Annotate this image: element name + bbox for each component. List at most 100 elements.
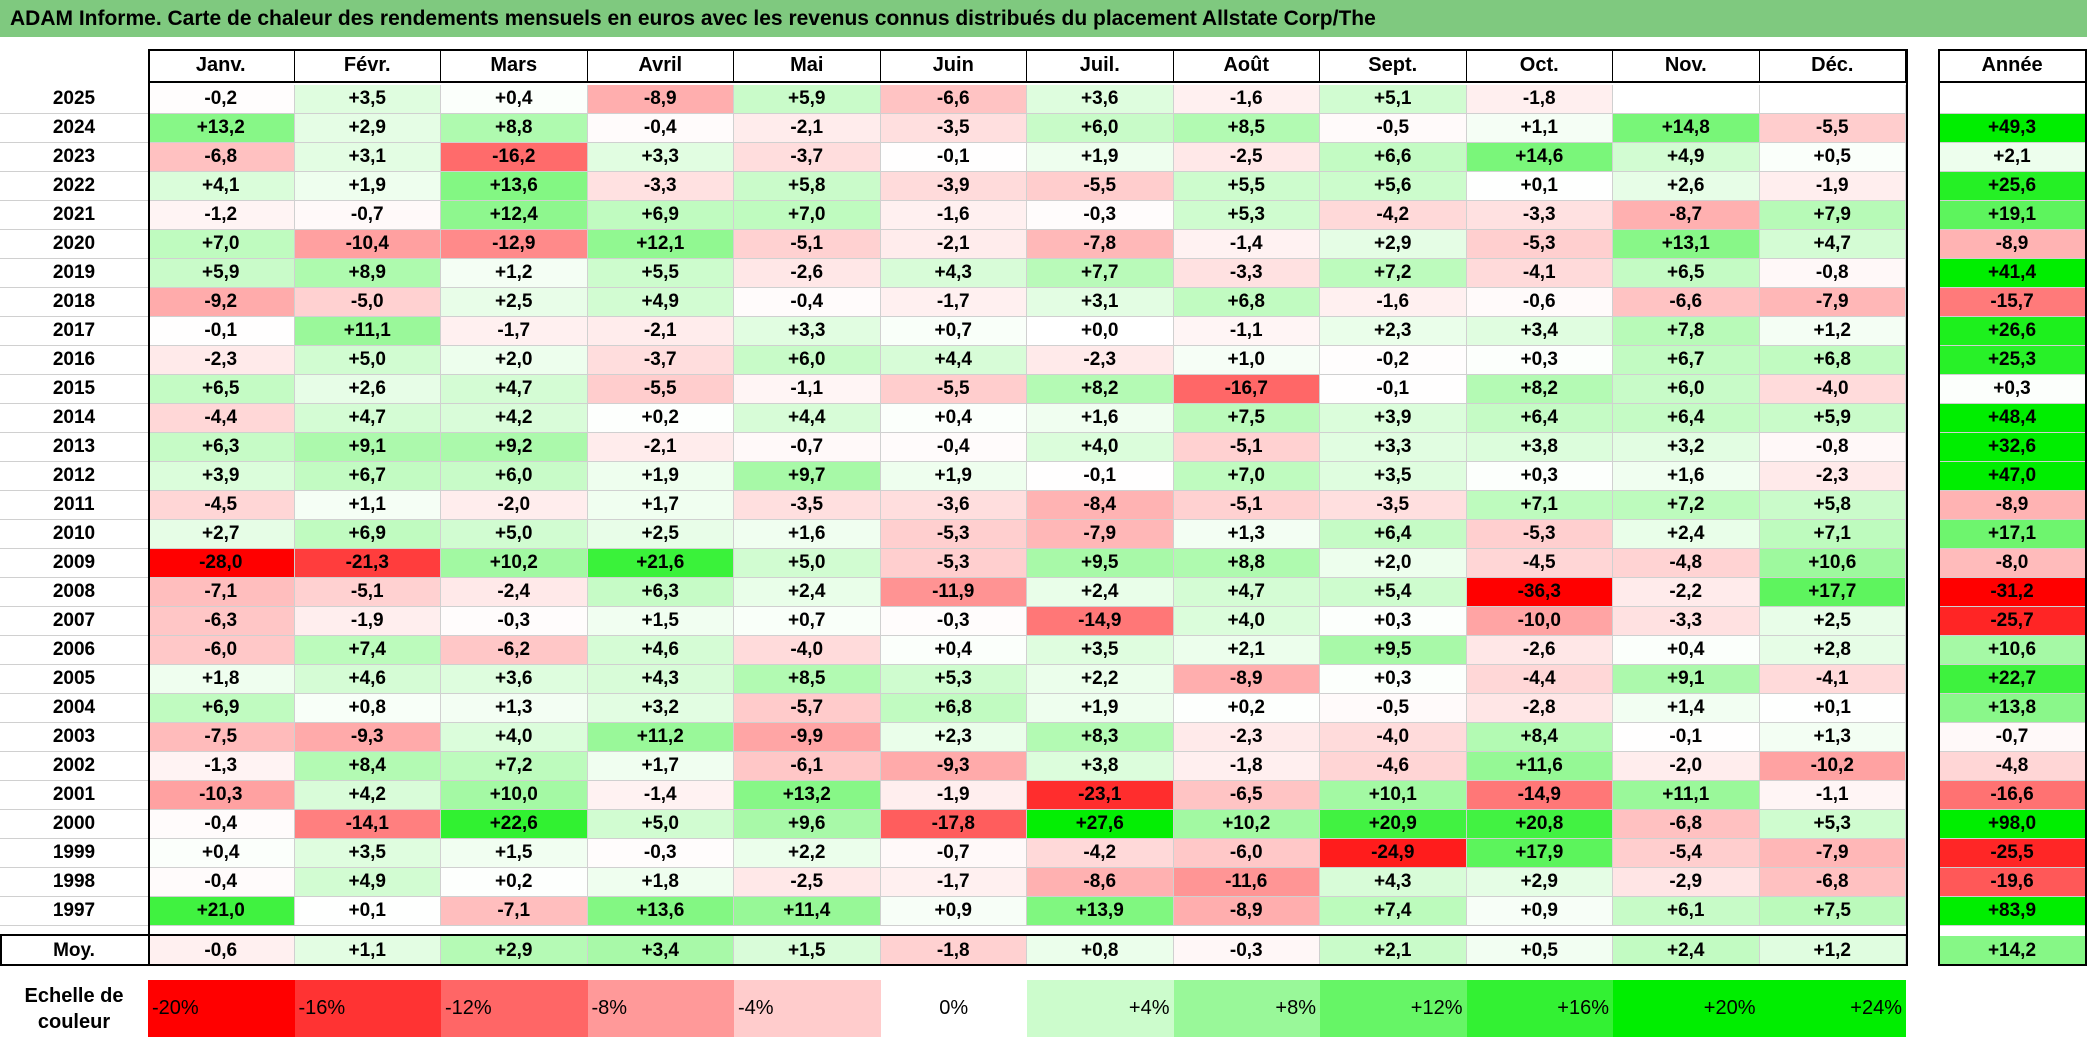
month-header: Mars [441, 49, 588, 83]
heatmap-cell: +7,2 [1320, 259, 1467, 288]
heatmap-cell: +4,9 [1613, 143, 1760, 172]
heatmap-cell: -8,6 [1027, 868, 1174, 897]
heatmap-cell: +8,8 [1173, 549, 1320, 578]
heatmap-cell: -3,5 [1320, 491, 1467, 520]
scale-cell: 0% [880, 980, 1027, 1037]
heatmap-cell: -0,4 [148, 810, 295, 839]
annual-cell: +25,3 [1938, 346, 2087, 375]
heatmap-cell: -0,3 [587, 839, 734, 868]
heatmap-cell: +14,8 [1613, 114, 1760, 143]
heatmap-cell: +13,6 [441, 172, 588, 201]
heatmap-cell: +1,6 [1027, 404, 1174, 433]
heatmap-cell: +0,3 [1320, 665, 1467, 694]
year-label: 2001 [0, 781, 148, 810]
heatmap-cell: +3,9 [148, 462, 295, 491]
heatmap-cell: +0,2 [587, 404, 734, 433]
heatmap-cell: -9,3 [294, 723, 441, 752]
heatmap-cell: +4,3 [587, 665, 734, 694]
heatmap-cell: +7,7 [1027, 259, 1174, 288]
heatmap-cell [1759, 85, 1906, 114]
heatmap-cell: +4,2 [294, 781, 441, 810]
heatmap-cell: +27,6 [1027, 810, 1174, 839]
heatmap-cell: -10,3 [148, 781, 295, 810]
heatmap-cell: +7,1 [1466, 491, 1613, 520]
heatmap-cell: +6,9 [148, 694, 295, 723]
heatmap-cell: +4,0 [441, 723, 588, 752]
year-label: 2000 [0, 810, 148, 839]
heatmap-cell: +6,4 [1466, 404, 1613, 433]
heatmap-cell: -3,3 [1173, 259, 1320, 288]
heatmap-cell: +2,6 [294, 375, 441, 404]
heatmap-cell: +1,2 [441, 259, 588, 288]
heatmap-cell: +2,5 [1759, 607, 1906, 636]
heatmap-cell: +4,0 [1027, 433, 1174, 462]
heatmap-cell: +3,3 [1320, 433, 1467, 462]
heatmap-cell: -0,3 [880, 607, 1027, 636]
heatmap-cell: -2,5 [1173, 143, 1320, 172]
annual-cell: -8,0 [1938, 549, 2087, 578]
heatmap-cell: -0,8 [1759, 259, 1906, 288]
heatmap-cell: +13,9 [1027, 897, 1174, 926]
heatmap-cell: +7,5 [1759, 897, 1906, 926]
heatmap-cell: -12,9 [441, 230, 588, 259]
heatmap-cell: -0,4 [734, 288, 881, 317]
year-label: 2022 [0, 172, 148, 201]
heatmap-cell: -2,3 [1173, 723, 1320, 752]
annual-cell: -8,9 [1938, 491, 2087, 520]
heatmap-cell: -8,4 [1027, 491, 1174, 520]
heatmap-cell: +3,5 [294, 839, 441, 868]
scale-label-line2: couleur [37, 1011, 111, 1033]
annual-cell: -8,9 [1938, 230, 2087, 259]
heatmap-cell: -4,5 [148, 491, 295, 520]
year-label: 2009 [0, 549, 148, 578]
heatmap-cell: -2,1 [587, 433, 734, 462]
heatmap-cell: -10,2 [1759, 752, 1906, 781]
heatmap-cell: -3,5 [734, 491, 881, 520]
heatmap-cell: +7,2 [441, 752, 588, 781]
heatmap-cell: +0,1 [1466, 172, 1613, 201]
heatmap-cell: +7,4 [294, 636, 441, 665]
avg-cell: +1,2 [1759, 936, 1906, 966]
heatmap-cell: +3,8 [1027, 752, 1174, 781]
heatmap-cell: -6,5 [1173, 781, 1320, 810]
heatmap-cell: -4,0 [1320, 723, 1467, 752]
heatmap-cell: -2,6 [1466, 636, 1613, 665]
month-header: Févr. [294, 49, 441, 83]
heatmap-cell: -4,8 [1613, 549, 1760, 578]
heatmap-cell: +6,4 [1320, 520, 1467, 549]
heatmap-cell: +5,9 [734, 85, 881, 114]
heatmap-cell: +12,4 [441, 201, 588, 230]
heatmap-cell: +2,1 [1173, 636, 1320, 665]
annual-cell: -15,7 [1938, 288, 2087, 317]
heatmap-cell: +2,4 [1027, 578, 1174, 607]
heatmap-cell: +22,6 [441, 810, 588, 839]
year-label: 2023 [0, 143, 148, 172]
heatmap-cell: -5,1 [294, 578, 441, 607]
avg-cell: -0,6 [148, 936, 295, 966]
heatmap-cell: +4,7 [441, 375, 588, 404]
heatmap-cell: +6,8 [1759, 346, 1906, 375]
heatmap-cell: +9,5 [1320, 636, 1467, 665]
annual-cell: +0,3 [1938, 375, 2087, 404]
year-label: 2007 [0, 607, 148, 636]
heatmap-cell: +4,9 [294, 868, 441, 897]
heatmap-cell: -2,6 [734, 259, 881, 288]
year-label: 2016 [0, 346, 148, 375]
heatmap-cell: -1,1 [1759, 781, 1906, 810]
heatmap-cell: -2,5 [734, 868, 881, 897]
annual-cell: -19,6 [1938, 868, 2087, 897]
scale-label: Echelle de couleur [0, 980, 148, 1037]
heatmap-cell: +2,5 [441, 288, 588, 317]
heatmap-cell: +6,0 [734, 346, 881, 375]
heatmap-cell: -0,7 [734, 433, 881, 462]
scale-cell: +24% [1759, 980, 1906, 1037]
heatmap-cell: -2,0 [441, 491, 588, 520]
heatmap-cell: +0,4 [441, 85, 588, 114]
annual-cell: +22,7 [1938, 665, 2087, 694]
heatmap-cell: +6,5 [1613, 259, 1760, 288]
heatmap-cell: -0,6 [1466, 288, 1613, 317]
heatmap-cell: +11,1 [294, 317, 441, 346]
heatmap-cell: +9,1 [294, 433, 441, 462]
heatmap-cell: +0,5 [1759, 143, 1906, 172]
heatmap-cell: -2,9 [1613, 868, 1760, 897]
